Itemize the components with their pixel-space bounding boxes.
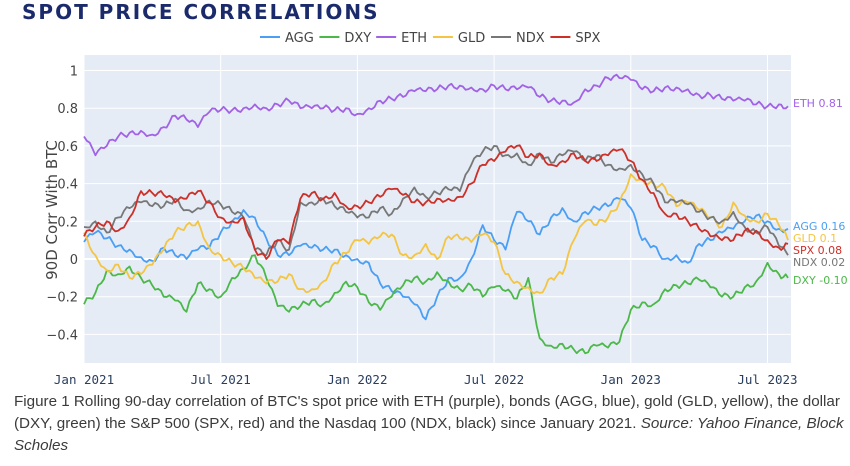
legend-label: DXY <box>344 31 371 46</box>
end-label-dxy: DXY -0.10 <box>793 274 848 287</box>
x-tick-label: Jan 2023 <box>601 372 661 387</box>
x-axis-ticks: Jan 2021 Jul 2021 Jan 2022 Jul 2022 Jan 2023… <box>54 372 798 387</box>
end-label-agg: AGG 0.16 <box>793 220 845 233</box>
x-tick-label: Jan 2022 <box>327 372 387 387</box>
end-labels: AGG 0.16 DXY -0.10 ETH 0.81 GLD 0.1 NDX 0.02… <box>793 97 848 287</box>
end-label-eth: ETH 0.81 <box>793 97 843 110</box>
legend-label: NDX <box>516 31 545 46</box>
x-tick-label: Jul 2021 <box>191 372 251 387</box>
series-line-agg <box>83 197 789 321</box>
y-tick-label: 0.6 <box>57 140 78 155</box>
y-tick-label: −0.4 <box>46 328 78 343</box>
end-label-spx: SPX 0.08 <box>793 244 842 257</box>
legend: AGG DXY ETH GLD NDX SPX <box>260 31 600 46</box>
series-line-gld <box>83 173 789 295</box>
y-tick-label: 0.4 <box>57 178 78 193</box>
legend-item-spx[interactable]: SPX <box>550 31 600 46</box>
legend-item-dxy[interactable]: DXY <box>319 31 371 46</box>
x-tick-label: Jul 2022 <box>464 372 524 387</box>
y-axis-label: 90D Corr With BTC <box>43 140 61 280</box>
correlation-chart: −0.4−0.200.20.40.60.81 Jan 2021 Jul 2021 J… <box>43 31 848 387</box>
chart-title: SPOT PRICE CORRELATIONS <box>22 0 380 24</box>
y-tick-label: −0.2 <box>46 291 78 306</box>
series-lines <box>83 73 789 355</box>
legend-label: ETH <box>401 31 427 46</box>
series-line-dxy <box>83 254 789 355</box>
x-tick-label: Jan 2021 <box>54 372 114 387</box>
legend-label: SPX <box>575 31 600 46</box>
series-line-eth <box>83 73 789 157</box>
y-tick-label: 0.2 <box>57 215 78 230</box>
end-label-ndx: NDX 0.02 <box>793 256 845 269</box>
legend-item-gld[interactable]: GLD <box>432 31 485 46</box>
y-tick-label: 0.8 <box>57 102 78 117</box>
series-line-spx <box>83 144 789 260</box>
plot-background <box>84 55 791 363</box>
end-label-gld: GLD 0.1 <box>793 232 837 245</box>
legend-item-eth[interactable]: ETH <box>376 31 427 46</box>
y-tick-label: 0 <box>70 253 78 268</box>
y-axis-ticks: −0.4 −0.2 0 0.2 0.4 0.6 0.8 1 <box>46 65 78 344</box>
legend-label: AGG <box>285 31 314 46</box>
legend-item-agg[interactable]: AGG <box>260 31 314 46</box>
legend-label: GLD <box>458 31 485 46</box>
y-tick-label: 1 <box>70 65 78 80</box>
caption-source: Source: Yahoo Finance, Block Scholes <box>14 415 844 454</box>
caption-text: Figure 1 Rolling 90-day correlation of B… <box>14 393 840 432</box>
x-tick-label: Jul 2023 <box>737 372 797 387</box>
series-line-ndx <box>83 145 789 257</box>
figure-caption: Figure 1 Rolling 90-day correlation of B… <box>14 391 844 457</box>
legend-item-ndx[interactable]: NDX <box>491 31 545 46</box>
